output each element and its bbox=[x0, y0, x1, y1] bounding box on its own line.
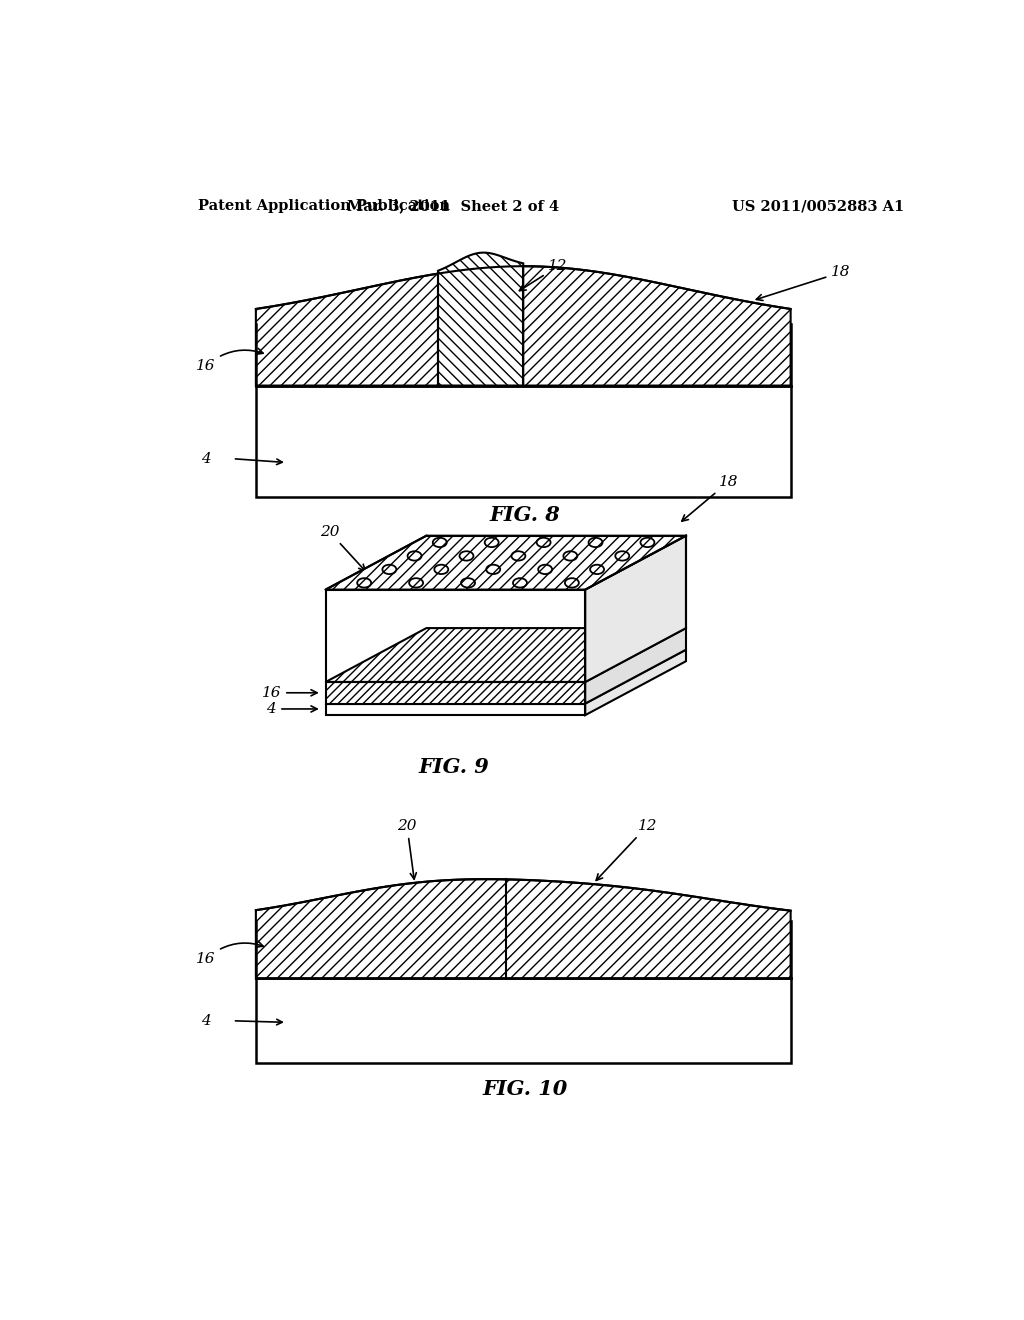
Bar bbox=[256, 978, 791, 1063]
Text: 16: 16 bbox=[196, 348, 263, 374]
Polygon shape bbox=[326, 704, 586, 715]
Text: Patent Application Publication: Patent Application Publication bbox=[198, 199, 450, 213]
Text: 16: 16 bbox=[196, 941, 263, 966]
Text: FIG. 8: FIG. 8 bbox=[489, 506, 560, 525]
Text: FIG. 10: FIG. 10 bbox=[482, 1078, 567, 1098]
Text: 18: 18 bbox=[682, 475, 738, 521]
Polygon shape bbox=[256, 267, 791, 385]
Text: 18: 18 bbox=[757, 265, 851, 301]
Text: Mar. 3, 2011  Sheet 2 of 4: Mar. 3, 2011 Sheet 2 of 4 bbox=[347, 199, 559, 213]
Text: 4: 4 bbox=[201, 1014, 210, 1028]
Polygon shape bbox=[586, 536, 686, 682]
Polygon shape bbox=[256, 879, 791, 978]
Text: 4: 4 bbox=[201, 451, 210, 466]
Text: 16: 16 bbox=[261, 686, 317, 700]
Text: 12: 12 bbox=[596, 818, 657, 880]
Polygon shape bbox=[326, 628, 686, 682]
Bar bbox=[256, 385, 791, 498]
Polygon shape bbox=[586, 628, 686, 704]
Text: 12: 12 bbox=[519, 259, 568, 290]
Text: US 2011/0052883 A1: US 2011/0052883 A1 bbox=[732, 199, 905, 213]
Text: 20: 20 bbox=[319, 525, 366, 570]
Text: 20: 20 bbox=[397, 818, 417, 879]
Polygon shape bbox=[326, 682, 586, 704]
Polygon shape bbox=[586, 649, 686, 715]
Polygon shape bbox=[326, 536, 686, 590]
Text: 4: 4 bbox=[266, 702, 317, 715]
Polygon shape bbox=[438, 252, 523, 385]
Text: FIG. 9: FIG. 9 bbox=[418, 756, 488, 776]
